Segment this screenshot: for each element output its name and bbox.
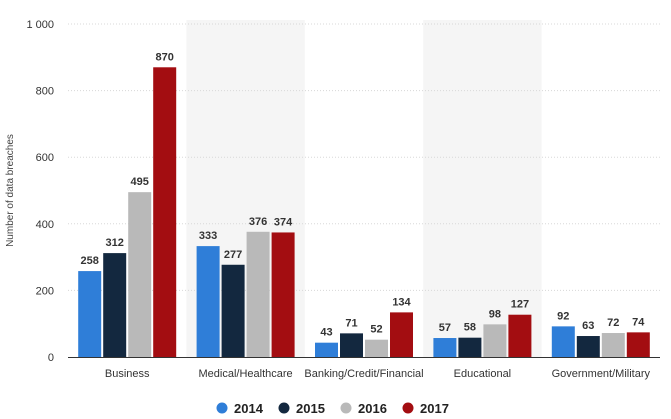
data-label: 333: [199, 230, 217, 242]
data-label: 57: [439, 322, 451, 334]
x-tick-label: Educational: [454, 368, 512, 380]
bar-2015-3: [458, 337, 482, 357]
bar-2015-2: [340, 333, 363, 357]
data-label: 98: [489, 308, 501, 320]
bar-2016-4: [601, 333, 625, 357]
legend-marker: [216, 402, 228, 414]
y-tick-label: 400: [36, 219, 54, 231]
y-tick-label: 800: [36, 86, 54, 98]
data-label: 134: [392, 296, 411, 308]
bar-2014-4: [551, 326, 575, 357]
bar-2016-1: [246, 231, 270, 357]
legend-marker: [402, 402, 414, 414]
data-label: 71: [345, 317, 357, 329]
bar-2017-2: [390, 312, 413, 357]
data-label: 495: [131, 176, 149, 188]
y-axis-title: Number of data breaches: [5, 134, 16, 247]
data-label: 376: [249, 216, 267, 228]
data-label: 72: [607, 317, 619, 329]
bar-2017-3: [508, 314, 532, 357]
bar-2014-2: [315, 342, 338, 357]
data-label: 74: [632, 316, 645, 328]
bar-2017-4: [626, 332, 650, 357]
x-tick-label: Banking/Credit/Financial: [304, 368, 423, 380]
legend-label: 2014: [234, 401, 264, 416]
bar-2016-0: [128, 192, 152, 357]
data-label: 277: [224, 249, 242, 261]
bar-2017-0: [153, 67, 177, 357]
legend-label: 2015: [296, 401, 325, 416]
data-label: 43: [320, 327, 332, 339]
y-tick-label: 200: [36, 285, 54, 297]
category-band: [423, 20, 542, 357]
bar-2015-4: [576, 336, 600, 357]
bar-2016-3: [483, 324, 507, 357]
legend-label: 2017: [420, 401, 449, 416]
x-tick-label: Business: [105, 368, 150, 380]
legend-marker: [340, 402, 352, 414]
data-label: 374: [274, 216, 293, 228]
data-label: 52: [370, 324, 382, 336]
legend-label: 2016: [358, 401, 387, 416]
bar-2017-1: [271, 232, 295, 357]
data-label: 312: [106, 237, 124, 249]
data-label: 92: [557, 310, 569, 322]
y-tick-label: 600: [36, 152, 54, 164]
x-tick-label: Government/Military: [552, 368, 651, 380]
x-tick-label: Medical/Healthcare: [199, 368, 293, 380]
data-label: 870: [156, 51, 174, 63]
bar-2014-0: [78, 271, 102, 357]
bar-2014-1: [196, 246, 220, 357]
data-label: 58: [464, 322, 476, 334]
data-label: 258: [81, 255, 99, 267]
legend-marker: [278, 402, 290, 414]
data-label: 127: [511, 299, 529, 311]
bar-2015-1: [221, 264, 245, 357]
bar-2015-0: [103, 253, 127, 357]
data-label: 63: [582, 320, 594, 332]
y-tick-label: 1 000: [26, 19, 54, 31]
bar-2016-2: [365, 339, 388, 357]
bar-2014-3: [433, 338, 457, 357]
y-tick-label: 0: [48, 352, 54, 364]
